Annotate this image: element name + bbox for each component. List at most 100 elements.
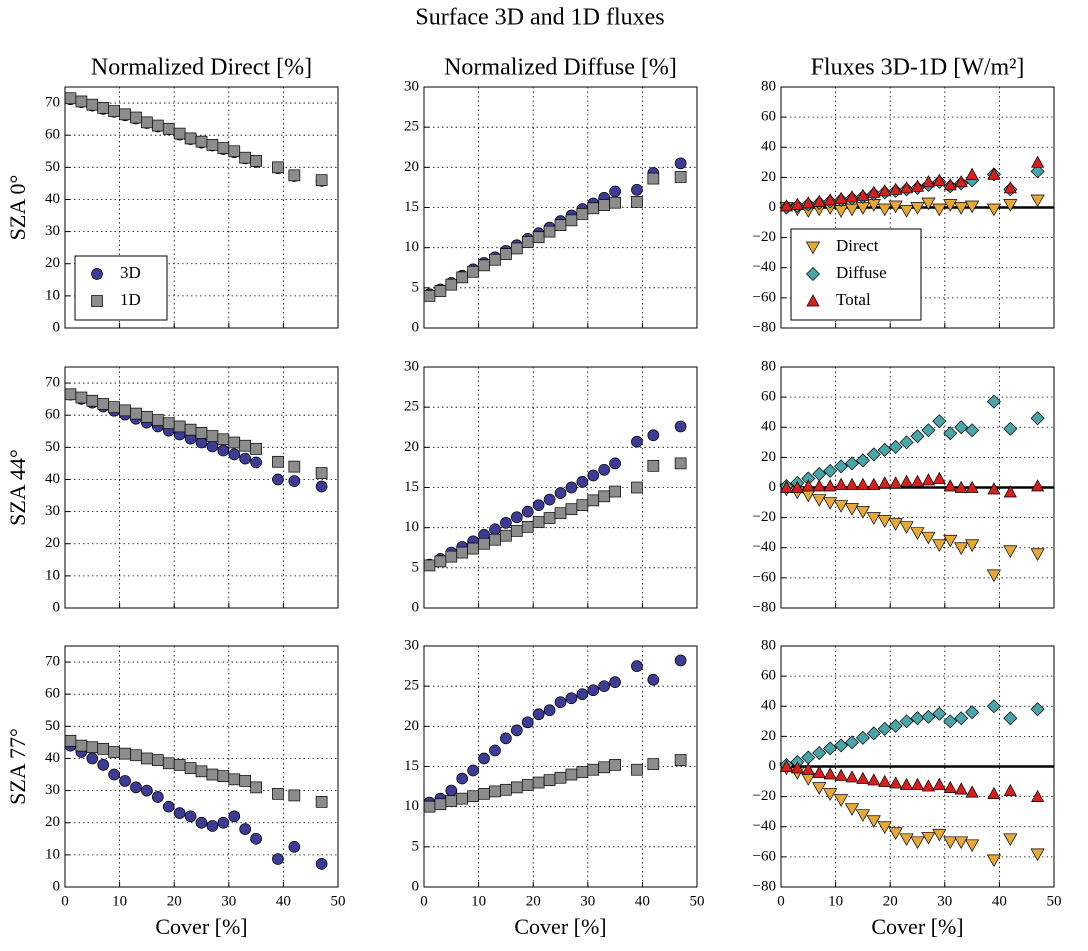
point — [543, 225, 556, 238]
y-tick-label: 5 — [412, 559, 420, 575]
point — [1030, 194, 1045, 208]
y-tick-label: 20 — [404, 439, 419, 455]
y-tick-label: 60 — [761, 389, 776, 405]
y-tick-label: −80 — [753, 319, 776, 335]
point — [250, 155, 262, 167]
point — [609, 196, 621, 209]
y-tick-label: 5 — [412, 279, 420, 295]
point — [228, 436, 241, 449]
legend-label: Direct — [836, 236, 879, 255]
point — [598, 680, 611, 693]
point — [478, 259, 490, 272]
panel: 0 5 10 15 20 25 30 — [404, 358, 698, 615]
point — [288, 789, 301, 802]
y-tick-label: 20 — [45, 535, 60, 551]
point — [489, 785, 501, 798]
point — [217, 444, 230, 457]
y-tick-label: 10 — [404, 798, 419, 814]
point — [500, 783, 512, 796]
point — [206, 768, 219, 781]
point — [954, 836, 969, 850]
point — [195, 816, 208, 829]
point — [910, 777, 925, 790]
point — [1030, 411, 1045, 426]
point — [844, 203, 860, 217]
point — [151, 119, 164, 132]
point — [445, 550, 458, 563]
y-tick-label: 0 — [53, 878, 61, 894]
point — [899, 777, 914, 790]
legend-marker — [806, 294, 820, 307]
point — [130, 749, 142, 762]
y-tick-label: −20 — [753, 229, 776, 245]
plot-frame — [64, 86, 339, 329]
plot-frame — [780, 366, 1055, 609]
y-tick-label: 30 — [45, 782, 60, 798]
y-tick-label: 25 — [404, 399, 419, 415]
plot-frame — [423, 645, 698, 888]
point — [954, 420, 969, 435]
point — [151, 754, 164, 766]
point — [141, 410, 153, 423]
point — [987, 167, 1001, 180]
figure-title: Surface 3D and 1D fluxes — [415, 5, 664, 31]
point — [965, 423, 980, 438]
y-tick-label: 0 — [53, 599, 61, 615]
point — [489, 533, 501, 546]
point — [932, 203, 947, 217]
point — [272, 853, 284, 865]
point — [141, 752, 153, 765]
legend-label: 3D — [120, 263, 141, 282]
point — [250, 832, 262, 845]
point — [162, 800, 175, 813]
point — [162, 122, 175, 135]
point — [674, 654, 687, 667]
point — [609, 676, 621, 689]
point — [587, 494, 600, 507]
point — [97, 759, 110, 771]
x-tick-label: 0 — [420, 893, 428, 909]
point — [478, 752, 490, 765]
point — [228, 810, 241, 823]
point — [823, 788, 838, 801]
point — [554, 771, 567, 784]
point — [877, 821, 892, 834]
x-tick-label: 40 — [276, 893, 291, 909]
point — [228, 773, 241, 786]
x-tick-label: 30 — [580, 893, 595, 909]
panel: −80 −60 −40 −20 0 20 40 60 80 Fluxes 3D-1D [W/m²]… — [753, 55, 1055, 335]
point — [1003, 545, 1018, 558]
point — [184, 762, 197, 774]
y-tick-label: 20 — [404, 159, 419, 175]
point — [965, 480, 979, 493]
point — [1031, 155, 1045, 168]
point — [206, 440, 219, 453]
point — [565, 768, 578, 781]
point — [801, 762, 815, 775]
point — [823, 479, 837, 492]
point — [587, 763, 600, 776]
plot-frame — [780, 645, 1055, 888]
point — [119, 747, 131, 760]
point — [478, 787, 490, 800]
point — [631, 763, 643, 776]
point — [1003, 485, 1017, 498]
point — [856, 188, 870, 201]
point — [239, 151, 252, 164]
point — [932, 828, 947, 842]
point — [108, 105, 120, 117]
panel-title: Fluxes 3D-1D [W/m²] — [811, 55, 1025, 81]
plot-frame — [64, 645, 339, 888]
point — [833, 500, 849, 513]
y-tick-label: 80 — [761, 78, 776, 94]
point — [543, 493, 556, 506]
point — [554, 507, 567, 520]
point — [844, 503, 860, 516]
point — [228, 448, 241, 461]
point — [532, 231, 545, 244]
point — [631, 183, 643, 196]
point — [779, 480, 794, 493]
point — [141, 116, 153, 129]
point — [467, 265, 479, 278]
